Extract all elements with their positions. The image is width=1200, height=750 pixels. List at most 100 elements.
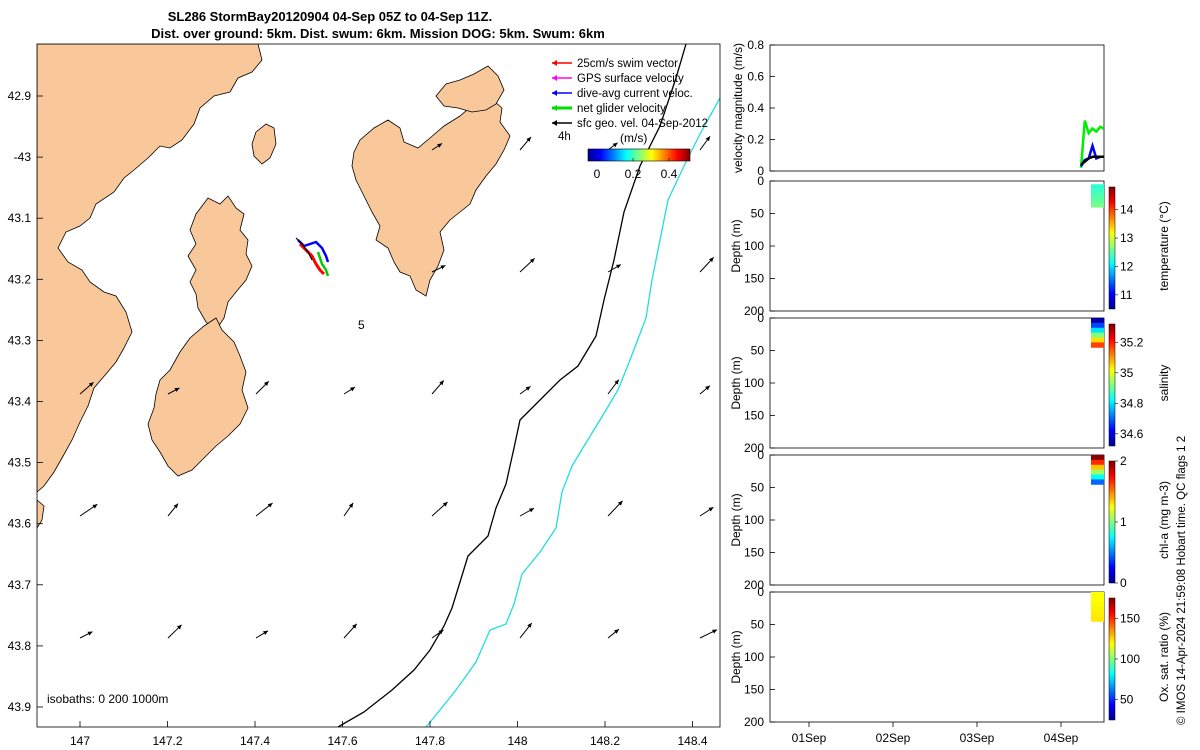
velocity-arrowhead [527,623,532,628]
colorbar-tick-label: 34.6 [1120,427,1144,441]
map-x-tick-label: 148 [507,734,527,748]
profile-axes [769,317,1105,449]
depth-tick-label: 200 [744,578,764,592]
depth-tick-label: 0 [757,311,764,325]
profile-data-cell [1091,469,1104,475]
velocity-ylabel: velocity magnitude (m/s) [731,43,745,173]
land-northeast [435,65,505,113]
map-x-ticks: 147 147.2 147.4 147.6 147.8 148 148.2 148.4 [70,721,708,748]
profile-data-cell [1091,606,1104,612]
depth-tick-label: 100 [744,513,764,527]
velocity-axes [769,44,1105,172]
imos-side-label: © IMOS 14-Apr-2024 21:59:08 Hobart time.… [1176,436,1188,725]
colorbar-tick-label: 100 [1120,652,1140,666]
velocity-arrowhead [616,264,621,269]
velocity-arrowhead [438,629,444,635]
velocity-y-tick-label: 0.2 [747,133,764,147]
map-title-line2: Dist. over ground: 5km. Dist. swum: 6km.… [151,26,605,41]
speed-colorbar [587,148,691,162]
profile-colorbar [1108,186,1116,310]
map-y-tick-label: 43.9 [8,700,32,714]
time-tick-label: 04Sep [1044,731,1079,745]
map-y-tick-label: 43.3 [8,333,32,347]
profile-data-cell [1091,184,1104,189]
land-central [187,195,253,331]
depth-tick-label: 150 [744,683,764,697]
map-y-tick-label: -43 [14,150,32,164]
time-tick-label: 02Sep [876,731,911,745]
velocity-arrowhead [440,265,446,270]
velocity-arrows [79,135,718,639]
legend-arrowhead [552,75,557,81]
colorbar-tick-label: 34.8 [1120,396,1144,410]
profile-panel-3: 0 50 100 150 200 Depth (m) 0 1 2 chl-a (mg m-3) [729,448,1171,592]
map-y-ticks: 42.9 -43 43.1 43.2 43.3 43.4 43.5 43.6 43.7 43.8 4… [8,89,43,714]
profile-data-cell [1091,191,1104,197]
velocity-arrowhead [526,136,531,142]
map-x-tick-label: 148.2 [590,734,620,748]
speed-colorbar-tick-label: 0.2 [625,167,642,181]
land-south [147,317,249,477]
colorbar-tick-label: 11 [1120,288,1133,302]
profile-data-cell [1091,337,1104,343]
legend-arrowhead [552,120,557,126]
profile-data-cell [1091,611,1104,617]
velocity-arrowhead [348,502,354,508]
colorbar-label: temperature (°C) [1157,201,1171,291]
label-5: 5 [358,318,365,332]
profile-data-cell [1091,601,1104,608]
velocity-y-tick-label: 0.4 [747,101,764,115]
colorbar-tick-label: 35 [1120,366,1134,380]
profile-data-cell [1091,188,1104,193]
profile-panel-4: 0 50 100 150 200 Depth (m) 50 100 150 Ox. sat. ra… [729,585,1171,729]
colorbar-tick-label: 0 [1120,576,1127,590]
depth-tick-label: 50 [751,344,765,358]
velocity-arrowhead [525,386,531,391]
profile-axes [769,180,1105,312]
depth-tick-label: 50 [751,481,765,495]
depth-tick-label: 200 [744,304,764,318]
velocity-arrowhead [705,136,710,142]
depth-ylabel: Depth (m) [729,219,743,272]
map-y-tick-label: 43.1 [8,211,32,225]
depth-tick-label: 200 [744,441,764,455]
velocity-arrowhead [92,504,98,509]
velocity-arrowhead [442,501,448,507]
profile-data-cell [1091,322,1104,329]
depth-tick-label: 100 [744,650,764,664]
map-legend: 25cm/s swim vector GPS surface velocity di… [552,58,708,130]
speed-colorbar-ticks: 0 0.2 0.4 [594,158,678,181]
velocity-y-tick-label: 0 [757,164,764,178]
profile-data-cell [1091,195,1104,200]
depth-tick-label: 0 [757,585,764,599]
time-tick-label: 01Sep [792,731,827,745]
depth-tick-label: 0 [757,174,764,188]
velocity-arrowhead [614,629,619,634]
depth-tick-label: 100 [744,376,764,390]
velocity-arrowhead [87,631,93,636]
profile-data-cell [1091,455,1104,461]
map-y-tick-label: 43.4 [8,395,32,409]
legend-arrowhead [552,105,557,111]
legend-arrowhead [552,90,557,96]
profile-colorbar [1108,460,1116,584]
velocity-series-line [1080,155,1104,166]
velocity-y-tick-label: 0.6 [747,70,764,84]
velocity-arrowhead [263,630,269,635]
velocity-arrowhead [350,387,356,392]
velocity-arrowhead [437,143,443,148]
depth-tick-label: 0 [757,448,764,462]
land-west [37,44,263,493]
time-tick-label: 03Sep [960,731,995,745]
legend-label: 25cm/s swim vector [577,58,678,70]
velocity-arrowhead [88,382,94,387]
legend-arrowhead [552,60,557,66]
depth-tick-label: 50 [751,207,765,221]
velocity-arrowhead [352,623,357,629]
colorbar-label: Ox. sat. ratio (%) [1157,612,1171,702]
colorbar-tick-label: 35.2 [1120,335,1144,349]
legend-label: GPS surface velocity [577,73,684,85]
velocity-arrowhead [176,624,182,630]
velocity-arrowhead [264,381,269,386]
